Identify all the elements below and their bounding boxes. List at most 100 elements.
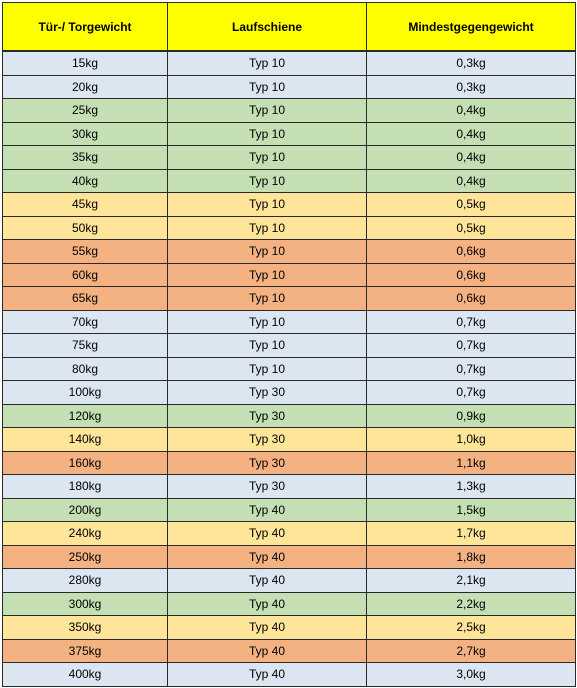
cell-counterweight: 0,9kg <box>366 403 576 428</box>
cell-rail: Typ 30 <box>167 474 367 499</box>
cell-door-weight: 200kg <box>2 497 168 522</box>
header-rail: Laufschiene <box>167 2 367 52</box>
table-row: 15kg Typ 10 0,3kg <box>2 50 576 76</box>
cell-door-weight: 70kg <box>2 309 168 334</box>
cell-counterweight: 0,3kg <box>366 50 576 76</box>
cell-door-weight: 30kg <box>2 121 168 146</box>
cell-rail: Typ 30 <box>167 380 367 405</box>
cell-rail: Typ 40 <box>167 638 367 663</box>
cell-door-weight: 75kg <box>2 333 168 358</box>
table-row: 280kg Typ 40 2,1kg <box>2 568 576 593</box>
cell-counterweight: 2,1kg <box>366 568 576 593</box>
cell-rail: Typ 40 <box>167 662 367 687</box>
cell-door-weight: 45kg <box>2 192 168 217</box>
cell-rail: Typ 10 <box>167 239 367 264</box>
cell-counterweight: 0,6kg <box>366 239 576 264</box>
cell-counterweight: 0,7kg <box>366 333 576 358</box>
cell-rail: Typ 40 <box>167 591 367 616</box>
cell-door-weight: 300kg <box>2 591 168 616</box>
cell-door-weight: 375kg <box>2 638 168 663</box>
cell-door-weight: 100kg <box>2 380 168 405</box>
table-row: 200kg Typ 40 1,5kg <box>2 497 576 522</box>
cell-door-weight: 140kg <box>2 427 168 452</box>
cell-door-weight: 15kg <box>2 50 168 76</box>
cell-counterweight: 1,5kg <box>366 497 576 522</box>
cell-counterweight: 0,4kg <box>366 98 576 123</box>
cell-counterweight: 2,7kg <box>366 638 576 663</box>
cell-rail: Typ 10 <box>167 168 367 193</box>
cell-rail: Typ 40 <box>167 521 367 546</box>
table-row: 50kg Typ 10 0,5kg <box>2 215 576 240</box>
cell-rail: Typ 10 <box>167 121 367 146</box>
cell-counterweight: 1,1kg <box>366 450 576 475</box>
cell-rail: Typ 40 <box>167 544 367 569</box>
cell-door-weight: 35kg <box>2 145 168 170</box>
cell-rail: Typ 10 <box>167 286 367 311</box>
table-body: 15kg Typ 10 0,3kg 20kg Typ 10 0,3kg 25kg Typ 10… <box>2 50 576 687</box>
cell-rail: Typ 10 <box>167 50 367 76</box>
cell-counterweight: 0,4kg <box>366 121 576 146</box>
cell-door-weight: 60kg <box>2 262 168 287</box>
cell-rail: Typ 10 <box>167 215 367 240</box>
cell-rail: Typ 10 <box>167 98 367 123</box>
cell-door-weight: 120kg <box>2 403 168 428</box>
header-min-counterweight: Mindestgegengewicht <box>366 2 576 52</box>
header-door-weight: Tür-/ Torgewicht <box>2 2 168 52</box>
table-row: 180kg Typ 30 1,3kg <box>2 474 576 499</box>
table-row: 70kg Typ 10 0,7kg <box>2 309 576 334</box>
cell-counterweight: 0,7kg <box>366 309 576 334</box>
cell-rail: Typ 30 <box>167 427 367 452</box>
table-row: 160kg Typ 30 1,1kg <box>2 450 576 475</box>
table-header-row: Tür-/ Torgewicht Laufschiene Mindestgege… <box>2 2 576 52</box>
cell-door-weight: 180kg <box>2 474 168 499</box>
table-row: 55kg Typ 10 0,6kg <box>2 239 576 264</box>
cell-rail: Typ 10 <box>167 262 367 287</box>
table-row: 120kg Typ 30 0,9kg <box>2 403 576 428</box>
table-row: 250kg Typ 40 1,8kg <box>2 544 576 569</box>
cell-door-weight: 160kg <box>2 450 168 475</box>
cell-door-weight: 55kg <box>2 239 168 264</box>
cell-rail: Typ 30 <box>167 403 367 428</box>
table-row: 60kg Typ 10 0,6kg <box>2 262 576 287</box>
cell-door-weight: 400kg <box>2 662 168 687</box>
table-row: 45kg Typ 10 0,5kg <box>2 192 576 217</box>
cell-door-weight: 350kg <box>2 615 168 640</box>
cell-rail: Typ 10 <box>167 333 367 358</box>
cell-counterweight: 3,0kg <box>366 662 576 687</box>
cell-rail: Typ 10 <box>167 356 367 381</box>
cell-counterweight: 1,3kg <box>366 474 576 499</box>
table-row: 300kg Typ 40 2,2kg <box>2 591 576 616</box>
cell-door-weight: 40kg <box>2 168 168 193</box>
cell-counterweight: 1,7kg <box>366 521 576 546</box>
table-row: 40kg Typ 10 0,4kg <box>2 168 576 193</box>
cell-counterweight: 1,0kg <box>366 427 576 452</box>
table-row: 350kg Typ 40 2,5kg <box>2 615 576 640</box>
table-row: 25kg Typ 10 0,4kg <box>2 98 576 123</box>
cell-door-weight: 240kg <box>2 521 168 546</box>
cell-rail: Typ 10 <box>167 192 367 217</box>
cell-counterweight: 0,6kg <box>366 262 576 287</box>
cell-counterweight: 0,6kg <box>366 286 576 311</box>
cell-counterweight: 0,4kg <box>366 168 576 193</box>
cell-counterweight: 0,5kg <box>366 215 576 240</box>
cell-counterweight: 0,7kg <box>366 380 576 405</box>
cell-counterweight: 0,7kg <box>366 356 576 381</box>
table-row: 30kg Typ 10 0,4kg <box>2 121 576 146</box>
table-row: 375kg Typ 40 2,7kg <box>2 638 576 663</box>
cell-rail: Typ 40 <box>167 568 367 593</box>
cell-rail: Typ 40 <box>167 497 367 522</box>
cell-door-weight: 250kg <box>2 544 168 569</box>
cell-door-weight: 25kg <box>2 98 168 123</box>
table-row: 100kg Typ 30 0,7kg <box>2 380 576 405</box>
cell-door-weight: 50kg <box>2 215 168 240</box>
cell-rail: Typ 10 <box>167 309 367 334</box>
table-row: 65kg Typ 10 0,6kg <box>2 286 576 311</box>
cell-door-weight: 280kg <box>2 568 168 593</box>
cell-rail: Typ 10 <box>167 145 367 170</box>
table-row: 35kg Typ 10 0,4kg <box>2 145 576 170</box>
cell-counterweight: 1,8kg <box>366 544 576 569</box>
cell-counterweight: 2,2kg <box>366 591 576 616</box>
cell-rail: Typ 30 <box>167 450 367 475</box>
table-row: 140kg Typ 30 1,0kg <box>2 427 576 452</box>
